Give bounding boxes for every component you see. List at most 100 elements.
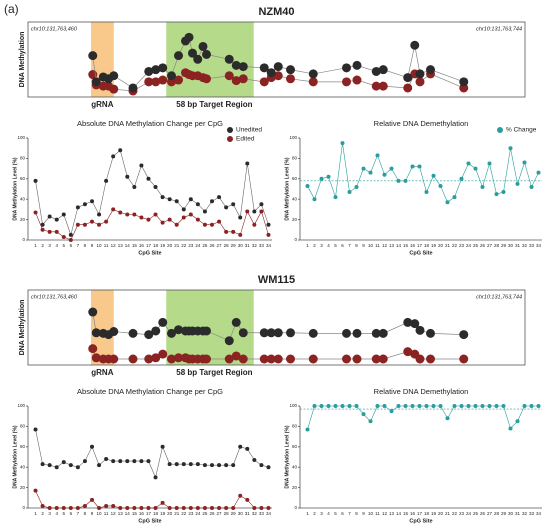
track-point <box>224 71 234 81</box>
series-point <box>47 214 52 219</box>
x-tick-label: 22 <box>452 511 458 516</box>
series-point <box>125 506 130 510</box>
x-tick-label: 32 <box>252 243 258 248</box>
track-point <box>202 354 211 364</box>
y-tick-label: 60 <box>292 176 298 181</box>
x-tick-label: 31 <box>515 511 521 516</box>
series-point <box>167 462 172 467</box>
track-point <box>109 71 119 81</box>
track-point <box>378 81 388 91</box>
track-point <box>174 325 183 335</box>
x-tick-label: 3 <box>48 511 51 516</box>
series-point <box>431 173 436 178</box>
series-point <box>459 176 464 181</box>
series-point <box>97 463 102 468</box>
track-point <box>308 354 318 364</box>
track-point <box>371 328 381 338</box>
series-point <box>82 222 87 227</box>
x-tick-label: 7 <box>77 243 80 248</box>
x-tick-label: 1 <box>34 243 37 248</box>
track-point <box>188 48 197 58</box>
x-tick-label: 23 <box>188 243 194 248</box>
track-point <box>109 354 119 364</box>
track-title: NZM40 <box>258 6 294 18</box>
x-tick-label: 26 <box>480 243 486 248</box>
series-point <box>61 460 66 465</box>
x-tick-label: 8 <box>84 243 87 248</box>
series-point <box>188 212 193 217</box>
track-point <box>342 354 351 364</box>
series-point <box>40 503 45 508</box>
chart-title: Absolute DNA Methylation Change per CpG <box>77 119 223 128</box>
track-point <box>238 328 248 338</box>
track-ylabel: DNA Methylation <box>19 32 26 88</box>
track-point <box>151 353 161 363</box>
track-point <box>128 354 138 364</box>
x-tick-label: 7 <box>348 243 351 248</box>
series-point <box>354 184 359 189</box>
track-point <box>158 75 168 85</box>
series-point <box>224 506 229 510</box>
track-point <box>459 330 469 340</box>
series-point <box>132 506 137 510</box>
track-point <box>286 65 295 75</box>
series-line <box>307 143 539 203</box>
series-point <box>181 462 186 467</box>
series-point <box>515 181 520 186</box>
x-tick-label: 15 <box>403 243 409 248</box>
series-point <box>174 199 179 204</box>
y-tick-label: 100 <box>289 403 297 408</box>
series-line <box>35 429 269 479</box>
series-point <box>536 170 541 175</box>
track-point <box>426 328 435 338</box>
y-tick-label: 40 <box>292 196 298 201</box>
series-point <box>139 506 144 510</box>
x-tick-label: 19 <box>160 243 166 248</box>
x-tick-label: 3 <box>320 511 323 516</box>
series-point <box>382 404 387 408</box>
series-point <box>195 217 200 222</box>
x-tick-label: 19 <box>431 243 437 248</box>
series-point <box>68 232 73 237</box>
series-point <box>252 222 257 227</box>
x-tick-label: 9 <box>91 511 94 516</box>
y-tick-label: 80 <box>292 424 298 429</box>
track-point <box>174 353 183 363</box>
track-point <box>202 326 211 336</box>
x-tick-label: 2 <box>313 511 316 516</box>
series-point <box>68 506 73 510</box>
series-point <box>33 488 38 493</box>
series-point <box>125 174 130 179</box>
track-point <box>231 60 241 70</box>
series-point <box>75 465 80 470</box>
x-tick-label: 19 <box>431 511 437 516</box>
x-tick-label: 30 <box>508 511 514 516</box>
series-point <box>245 446 250 451</box>
series-point <box>40 222 45 227</box>
series-point <box>466 404 471 408</box>
series-point <box>259 209 264 214</box>
x-tick-label: 25 <box>473 511 479 516</box>
x-tick-label: 19 <box>160 511 166 516</box>
series-point <box>266 506 271 510</box>
track-point <box>410 319 420 329</box>
series-point <box>217 195 222 200</box>
series-point <box>111 503 116 508</box>
track-point <box>259 354 269 364</box>
series-point <box>252 506 257 510</box>
x-tick-label: 11 <box>104 511 109 516</box>
coord-right: chr10:131,763,744 <box>476 26 522 32</box>
x-tick-label: 10 <box>368 243 374 248</box>
x-tick-label: 13 <box>389 511 395 516</box>
chart-title: Relative DNA Demethylation <box>374 387 469 396</box>
x-tick-label: 30 <box>238 243 244 248</box>
x-tick-label: 24 <box>195 243 201 248</box>
series-point <box>333 404 338 408</box>
coord-right: chr10:131,763,744 <box>476 294 522 300</box>
x-tick-label: 28 <box>224 511 230 516</box>
x-tick-label: 13 <box>118 243 124 248</box>
series-point <box>347 190 352 195</box>
x-tick-label: 26 <box>209 511 215 516</box>
x-tick-label: 24 <box>466 243 472 248</box>
x-tick-label: 13 <box>118 511 124 516</box>
